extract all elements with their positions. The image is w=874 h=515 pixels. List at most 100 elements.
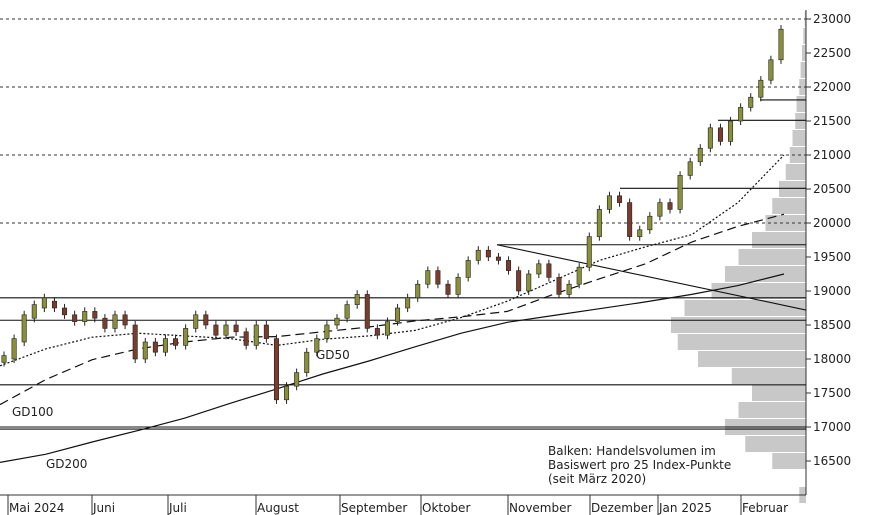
candle-0 bbox=[1, 351, 7, 367]
y-tick-label-22000: 22000 bbox=[813, 80, 851, 94]
candle-73 bbox=[738, 103, 744, 126]
candle-67 bbox=[677, 171, 683, 214]
candle-42 bbox=[425, 266, 431, 289]
candle-75 bbox=[758, 76, 764, 102]
candle-39 bbox=[395, 303, 401, 326]
candle-1 bbox=[11, 334, 17, 364]
volume-profile bbox=[671, 11, 806, 503]
candle-30 bbox=[304, 348, 310, 377]
candle-25 bbox=[253, 320, 259, 350]
candle-45 bbox=[455, 273, 461, 299]
y-axis: 16500 17000 17500 18000 18500 19000 19500 20000… bbox=[806, 12, 851, 468]
trend-line-segment bbox=[496, 244, 807, 311]
ma-label-gd100: GD100 bbox=[12, 405, 53, 419]
candle-27 bbox=[273, 334, 279, 404]
volume-bar-19 bbox=[789, 147, 806, 163]
candle-51 bbox=[516, 266, 522, 296]
volume-bar-8 bbox=[677, 334, 806, 350]
volume-note-line-1: Balken: Handelsvolumen im bbox=[548, 444, 716, 458]
volume-bar-10 bbox=[684, 300, 806, 316]
candle-63 bbox=[637, 225, 643, 241]
y-tick-label-19000: 19000 bbox=[813, 284, 851, 298]
candle-43 bbox=[435, 266, 441, 289]
x-tick-label-3: August bbox=[257, 501, 299, 515]
y-tick-label-17500: 17500 bbox=[813, 386, 851, 400]
trend-line bbox=[496, 244, 807, 311]
candle-31 bbox=[314, 334, 320, 357]
y-tick-label-18500: 18500 bbox=[813, 318, 851, 332]
volume-bar-13 bbox=[738, 249, 806, 265]
candle-28 bbox=[284, 382, 290, 404]
x-tick-label-8: Jan 2025 bbox=[658, 501, 712, 515]
candle-18 bbox=[183, 324, 189, 350]
ma-label-gd200: GD200 bbox=[46, 457, 87, 471]
y-tick-label-20000: 20000 bbox=[813, 216, 851, 230]
candle-52 bbox=[526, 269, 532, 296]
volume-bar-21 bbox=[795, 113, 806, 129]
candle-32 bbox=[324, 320, 330, 343]
candle-6 bbox=[62, 303, 68, 319]
volume-bar-1 bbox=[772, 453, 806, 469]
candle-15 bbox=[152, 337, 158, 357]
candle-54 bbox=[546, 259, 552, 282]
volume-note-line-2: Basiswert pro 25 Index-Punkte bbox=[548, 458, 731, 472]
y-tick-label-21500: 21500 bbox=[813, 114, 851, 128]
y-tick-label-17000: 17000 bbox=[813, 420, 851, 434]
candle-33 bbox=[334, 314, 340, 330]
candle-47 bbox=[475, 246, 481, 265]
x-tick-label-5: Oktober bbox=[422, 501, 470, 515]
candle-64 bbox=[647, 212, 653, 234]
candle-12 bbox=[122, 310, 128, 330]
volume-bar-17 bbox=[779, 181, 806, 197]
ma-gd50 bbox=[0, 154, 785, 367]
candle-72 bbox=[728, 116, 734, 146]
candle-41 bbox=[415, 280, 421, 302]
candle-17 bbox=[173, 334, 179, 350]
ma-label-gd50: GD50 bbox=[316, 348, 350, 362]
candle-59 bbox=[596, 205, 602, 241]
volume-bar-5 bbox=[752, 385, 806, 401]
volume-bar-14 bbox=[752, 232, 806, 248]
y-tick-label-23000: 23000 bbox=[813, 12, 851, 26]
candle-20 bbox=[203, 310, 209, 330]
volume-note-line-3: (seit März 2020) bbox=[548, 472, 646, 486]
volume-bar-20 bbox=[792, 130, 806, 146]
candle-36 bbox=[364, 290, 370, 333]
candle-56 bbox=[566, 280, 572, 299]
x-tick-label-2: Juli bbox=[168, 501, 187, 515]
volume-bar-23 bbox=[799, 79, 806, 95]
x-tick-label-7: Dezember bbox=[591, 501, 653, 515]
volume-bar-24 bbox=[800, 62, 806, 78]
candle-53 bbox=[536, 259, 542, 279]
volume-bar-16 bbox=[772, 198, 806, 214]
candle-9 bbox=[92, 307, 98, 323]
y-tick-label-18000: 18000 bbox=[813, 352, 851, 366]
candle-76 bbox=[768, 55, 774, 85]
moving-averages bbox=[0, 154, 785, 463]
candle-44 bbox=[445, 280, 451, 299]
y-tick-label-22500: 22500 bbox=[813, 46, 851, 60]
candle-61 bbox=[617, 191, 623, 207]
candle-46 bbox=[465, 256, 471, 282]
x-tick-label-0: Mai 2024 bbox=[9, 501, 64, 515]
candle-24 bbox=[243, 327, 249, 350]
support-resistance-lines bbox=[0, 99, 806, 430]
candle-3 bbox=[31, 300, 37, 323]
candle-8 bbox=[82, 307, 88, 326]
candle-19 bbox=[193, 310, 199, 333]
volume-bar-25 bbox=[801, 45, 806, 61]
candle-68 bbox=[687, 157, 693, 180]
candle-50 bbox=[506, 256, 512, 275]
candle-22 bbox=[223, 320, 229, 340]
candle-62 bbox=[627, 198, 633, 241]
candle-58 bbox=[586, 232, 592, 272]
candle-23 bbox=[233, 320, 239, 336]
candle-66 bbox=[667, 198, 673, 214]
ma-gd100 bbox=[0, 213, 785, 406]
candle-29 bbox=[294, 368, 300, 391]
candle-38 bbox=[384, 317, 390, 340]
candle-21 bbox=[213, 320, 219, 340]
candle-35 bbox=[354, 290, 360, 309]
candle-71 bbox=[717, 123, 723, 146]
